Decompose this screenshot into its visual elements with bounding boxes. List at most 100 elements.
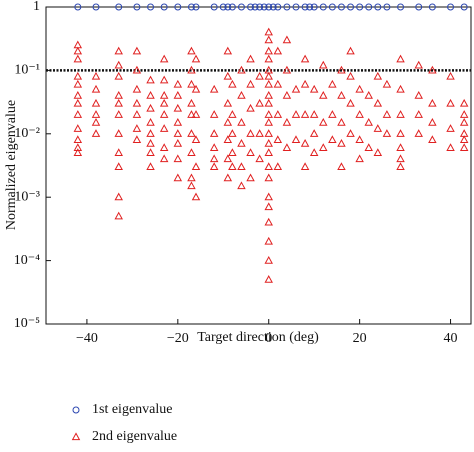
scatter-point bbox=[282, 143, 292, 151]
scatter-point bbox=[396, 143, 405, 151]
scatter-point bbox=[91, 71, 101, 80]
scatter-point bbox=[73, 110, 83, 118]
scatter-point bbox=[210, 3, 218, 11]
scatter-point bbox=[223, 154, 233, 163]
scatter-point bbox=[132, 46, 142, 55]
scatter-point bbox=[114, 90, 123, 99]
scatter-point bbox=[73, 71, 83, 80]
scatter-point bbox=[255, 154, 264, 163]
scatter-point bbox=[355, 110, 364, 118]
scatter-point bbox=[382, 129, 392, 137]
scatter-point bbox=[246, 54, 255, 63]
scatter-point bbox=[159, 110, 169, 118]
scatter-point bbox=[274, 3, 282, 11]
scatter-point bbox=[264, 90, 273, 99]
scatter-point bbox=[192, 3, 200, 11]
scatter-point bbox=[228, 3, 236, 11]
scatter-point bbox=[256, 3, 264, 11]
scatter-point bbox=[282, 117, 292, 126]
scatter-point bbox=[73, 148, 83, 156]
scatter-point bbox=[291, 84, 301, 93]
scatter-point bbox=[273, 162, 283, 171]
scatter-point bbox=[173, 173, 183, 182]
scatter-point bbox=[337, 90, 346, 99]
scatter-point bbox=[219, 3, 227, 11]
scatter-point bbox=[382, 110, 392, 118]
scatter-point bbox=[414, 129, 423, 137]
scatter-point bbox=[264, 71, 273, 80]
x-tick-label: 40 bbox=[444, 331, 458, 346]
scatter-point bbox=[273, 110, 283, 118]
scatter-point bbox=[159, 90, 169, 99]
scatter-point bbox=[209, 162, 219, 171]
scatter-point bbox=[264, 148, 273, 156]
x-axis-label: Target direction (deg) bbox=[197, 330, 319, 345]
scatter-point bbox=[264, 98, 273, 107]
scatter-point bbox=[273, 79, 283, 88]
scatter-point bbox=[414, 90, 423, 99]
scatter-point bbox=[264, 173, 273, 182]
scatter-point bbox=[428, 65, 437, 74]
y-tick-label: 1 bbox=[33, 0, 40, 14]
scatter-point bbox=[264, 138, 273, 147]
scatter-point bbox=[133, 3, 141, 11]
scatter-point bbox=[328, 79, 337, 88]
legend-label: 1st eigenvalue bbox=[92, 402, 172, 417]
scatter-point bbox=[187, 98, 196, 107]
scatter-point bbox=[346, 46, 355, 55]
scatter-point bbox=[264, 110, 273, 118]
scatter-point bbox=[282, 90, 292, 99]
scatter-point bbox=[255, 71, 264, 80]
scatter-point bbox=[264, 46, 273, 55]
scatter-point bbox=[146, 138, 155, 147]
scatter-point bbox=[173, 103, 183, 112]
scatter-point bbox=[264, 162, 273, 171]
scatter-point bbox=[228, 162, 237, 171]
scatter-point bbox=[319, 143, 328, 151]
scatter-point bbox=[292, 3, 300, 11]
scatter-point bbox=[373, 148, 383, 156]
scatter-point bbox=[187, 46, 196, 55]
scatter-point bbox=[446, 143, 455, 151]
scatter-point bbox=[91, 117, 101, 126]
scatter-point bbox=[237, 162, 246, 171]
x-tick-label: 20 bbox=[353, 331, 367, 346]
scatter-point bbox=[223, 135, 233, 144]
scatter-point bbox=[373, 124, 383, 132]
scatter-point bbox=[428, 98, 437, 107]
scatter-point bbox=[328, 3, 336, 11]
scatter-point bbox=[264, 79, 273, 88]
scatter-point bbox=[237, 181, 246, 190]
scatter-point bbox=[337, 117, 346, 126]
scatter-point bbox=[132, 65, 142, 74]
scatter-point bbox=[396, 84, 405, 93]
scatter-point bbox=[115, 3, 123, 11]
scatter-point bbox=[310, 3, 318, 11]
scatter-point bbox=[73, 46, 83, 55]
scatter-point bbox=[300, 110, 310, 118]
scatter-point bbox=[309, 84, 319, 93]
scatter-point bbox=[237, 138, 246, 147]
scatter-point bbox=[132, 135, 142, 144]
scatter-point bbox=[364, 143, 373, 151]
scatter-point bbox=[346, 71, 355, 80]
scatter-point bbox=[132, 84, 142, 93]
scatter-point bbox=[264, 54, 273, 63]
scatter-point bbox=[355, 135, 364, 144]
scatter-point bbox=[364, 90, 373, 99]
scatter-point bbox=[146, 103, 155, 112]
scatter-point bbox=[246, 129, 255, 137]
scatter-point bbox=[300, 138, 310, 147]
scatter-point bbox=[173, 79, 183, 88]
scatter-point bbox=[91, 110, 101, 118]
scatter-point bbox=[264, 117, 273, 126]
scatter-point bbox=[237, 117, 246, 126]
scatter-point bbox=[114, 129, 123, 137]
scatter-point bbox=[132, 110, 142, 118]
scatter-point bbox=[309, 148, 319, 156]
scatter-point bbox=[428, 117, 437, 126]
scatter-point bbox=[246, 173, 255, 182]
scatter-point bbox=[209, 84, 219, 93]
scatter-point bbox=[264, 275, 273, 283]
scatter-point bbox=[91, 98, 101, 107]
